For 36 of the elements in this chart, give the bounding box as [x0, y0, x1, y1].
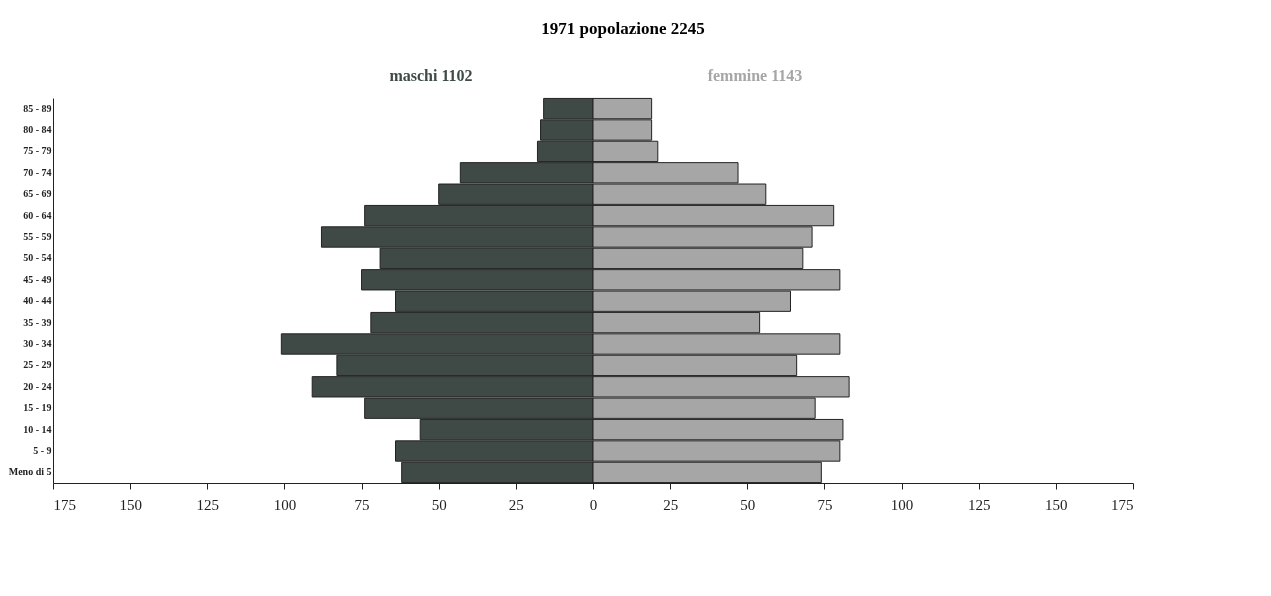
x-tick-label: 150	[1045, 496, 1068, 513]
x-tick-label: 50	[431, 496, 447, 513]
y-tick-label: 20 - 24	[23, 380, 52, 392]
y-tick-label: 50 - 54	[23, 252, 52, 264]
x-tick-label: 75	[817, 496, 833, 513]
y-tick-label: 15 - 19	[23, 402, 52, 414]
x-tick-label: 175	[1111, 496, 1134, 513]
text: femmine 1143	[707, 67, 803, 84]
x-tick-label: 125	[196, 496, 220, 513]
x-tick-label: 100	[273, 496, 297, 513]
chart-title: 1971 popolazione 2245	[541, 19, 705, 38]
y-tick-label: 75 - 79	[23, 145, 52, 157]
y-tick-label: 35 - 39	[23, 316, 52, 328]
y-tick-label: 30 - 34	[23, 338, 52, 349]
y-tick-label: 40 - 44	[23, 295, 52, 307]
x-tick-label: 175	[53, 496, 76, 513]
text: maschi 1102	[389, 67, 473, 84]
y-tick-label: 80 - 84	[23, 123, 52, 135]
x-tick-label: 75	[354, 496, 370, 513]
y-tick-label: 70 - 74	[23, 166, 52, 178]
y-tick-label: 25 - 29	[23, 359, 52, 371]
x-tick-label: 125	[967, 496, 991, 513]
x-tick-label: 100	[890, 496, 914, 513]
y-tick-label: 5 - 9	[33, 445, 52, 457]
x-tick-label: 150	[119, 496, 142, 513]
y-tick-label: 60 - 64	[23, 209, 52, 221]
y-tick-label: 55 - 59	[23, 231, 52, 242]
y-tick-label: Meno di 5	[8, 466, 52, 478]
x-tick-label: 0	[589, 496, 598, 513]
y-tick-label: 85 - 89	[23, 102, 52, 114]
x-tick-label: 25	[508, 496, 524, 513]
x-tick-label: 25	[663, 496, 679, 513]
y-tick-label: 65 - 69	[23, 188, 52, 200]
x-tick-label: 50	[740, 496, 756, 513]
y-tick-label: 45 - 49	[23, 273, 52, 285]
y-tick-label: 10 - 14	[23, 423, 52, 435]
